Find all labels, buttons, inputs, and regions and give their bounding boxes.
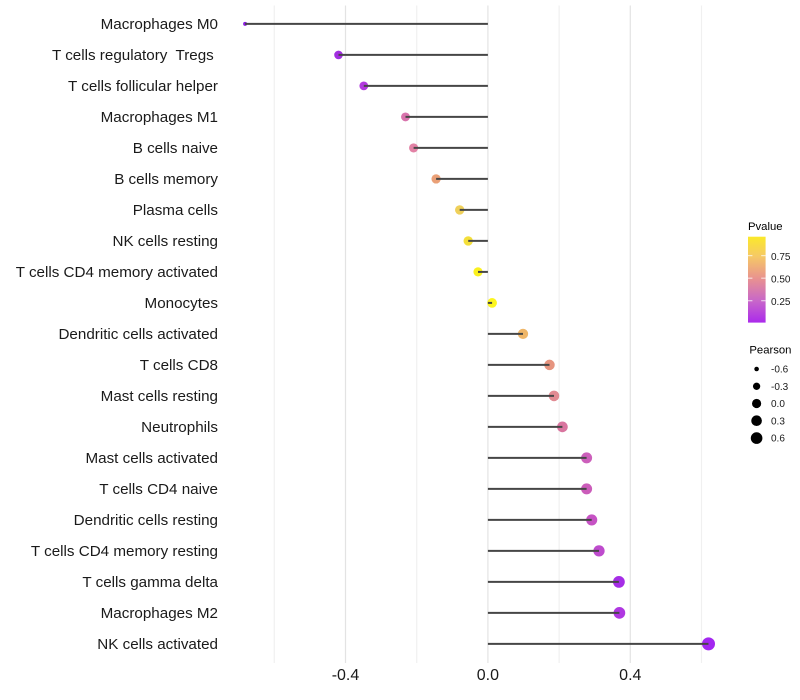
svg-text:0.4: 0.4 bbox=[619, 667, 641, 684]
svg-text:0.0: 0.0 bbox=[477, 667, 499, 684]
svg-text:Dendritic cells resting: Dendritic cells resting bbox=[74, 512, 218, 529]
svg-text:Macrophages M1: Macrophages M1 bbox=[101, 109, 218, 126]
svg-text:T cells regulatory Tregs: T cells regulatory Tregs bbox=[52, 47, 218, 64]
svg-text:Plasma cells: Plasma cells bbox=[133, 202, 219, 219]
svg-text:0.0: 0.0 bbox=[771, 399, 785, 410]
svg-text:NK cells activated: NK cells activated bbox=[97, 636, 218, 653]
svg-text:0.3: 0.3 bbox=[771, 416, 785, 427]
svg-text:0.75: 0.75 bbox=[771, 252, 791, 263]
svg-text:B cells memory: B cells memory bbox=[114, 171, 218, 188]
svg-text:T cells CD4 memory activated: T cells CD4 memory activated bbox=[16, 264, 218, 281]
svg-text:Pearson: Pearson bbox=[749, 344, 791, 356]
svg-text:Macrophages M0: Macrophages M0 bbox=[101, 16, 218, 33]
svg-text:Neutrophils: Neutrophils bbox=[141, 419, 218, 436]
svg-text:T cells CD4 memory resting: T cells CD4 memory resting bbox=[31, 543, 218, 560]
svg-text:Dendritic cells activated: Dendritic cells activated bbox=[58, 326, 218, 343]
svg-text:Mast cells resting: Mast cells resting bbox=[101, 388, 218, 405]
svg-text:0.25: 0.25 bbox=[771, 297, 791, 308]
svg-text:0.6: 0.6 bbox=[771, 434, 785, 445]
svg-text:Pvalue: Pvalue bbox=[748, 221, 783, 233]
svg-text:T cells CD4 naive: T cells CD4 naive bbox=[99, 481, 218, 498]
svg-text:-0.3: -0.3 bbox=[771, 382, 789, 393]
svg-text:T cells gamma delta: T cells gamma delta bbox=[82, 574, 218, 591]
svg-text:T cells CD8: T cells CD8 bbox=[140, 357, 218, 374]
svg-text:T cells follicular helper: T cells follicular helper bbox=[68, 78, 218, 95]
svg-text:Mast cells activated: Mast cells activated bbox=[85, 450, 218, 467]
svg-text:-0.6: -0.6 bbox=[771, 365, 789, 376]
svg-text:-0.4: -0.4 bbox=[332, 667, 360, 684]
svg-text:Macrophages M2: Macrophages M2 bbox=[101, 605, 218, 622]
svg-text:0.50: 0.50 bbox=[771, 275, 791, 286]
svg-text:NK cells resting: NK cells resting bbox=[112, 233, 218, 250]
svg-text:Monocytes: Monocytes bbox=[145, 295, 219, 312]
svg-text:B cells naive: B cells naive bbox=[133, 140, 218, 157]
